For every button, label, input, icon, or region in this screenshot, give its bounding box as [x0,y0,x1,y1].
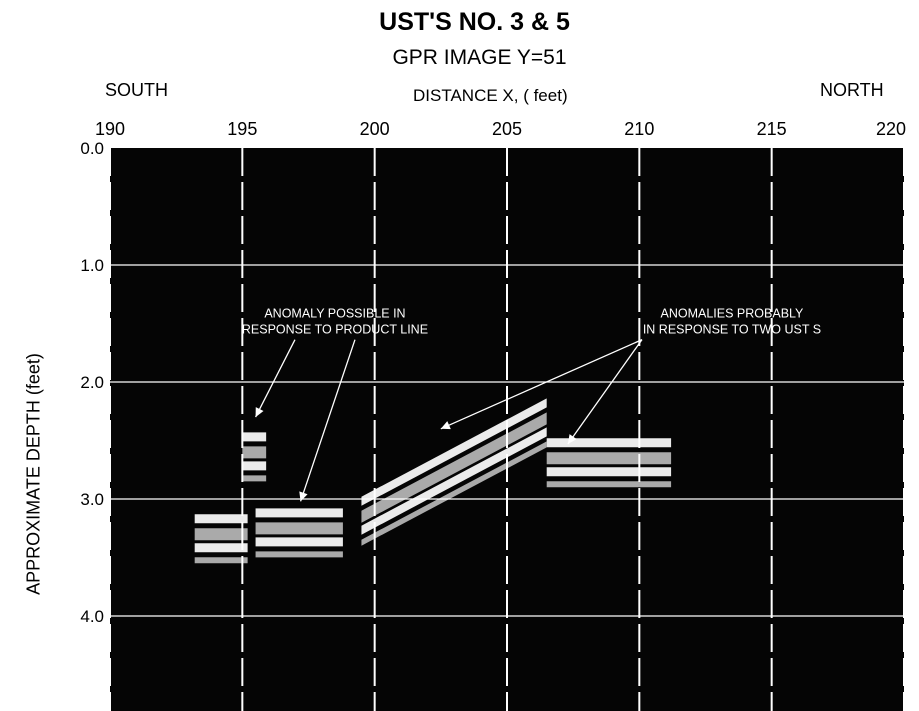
reflector-0-band-0 [194,514,248,524]
reflector-1-band-1 [255,522,343,535]
annotation-1-line-1: IN RESPONSE TO TWO UST S [643,323,821,337]
reflector-2-band-0 [361,398,547,506]
x-tick-label-210: 210 [624,119,654,139]
y-tick-label-1.0: 1.0 [80,256,104,275]
x-axis-label: DISTANCE X, ( feet) [413,86,568,105]
reflector-1-band-3 [255,551,343,558]
reflector-3-band-3 [546,481,672,488]
reflector-3-band-1 [546,452,672,465]
annotation-1-arrowhead-1 [440,421,451,430]
annotation-1-arrow-1 [440,339,643,430]
reflector-0-band-3 [194,557,248,564]
y-tick-label-0.0: 0.0 [80,139,104,158]
chart-subtitle: GPR IMAGE Y=51 [392,46,567,69]
annotation-0-arrow-1 [299,339,356,502]
annotation-1-line-0: ANOMALIES PROBABLY [661,307,805,321]
y-tick-label-3.0: 3.0 [80,490,104,509]
direction-label-south: SOUTH [105,80,168,100]
annotation-1-arrow-0 [567,339,643,445]
reflector-2-band-3 [361,441,547,546]
reflector-0-band-1 [194,528,248,541]
reflector-3-band-2 [546,467,672,477]
grid-layer [109,148,905,711]
chart-title: UST'S NO. 3 & 5 [379,8,570,36]
reflector-4-band-2 [242,461,267,471]
annotation-0-arrowhead-0 [255,407,264,418]
reflector-2-band-1 [361,412,547,523]
annotation-1-arrowhead-0 [567,434,577,445]
annotation-0-line-0: ANOMALY POSSIBLE IN [264,307,405,321]
tick-layer: 190 195 200 205 210 215 220 0.0 1.0 2.0 3.0 4.0 [80,119,906,626]
x-tick-label-220: 220 [876,119,906,139]
annotation-0-arrowhead-1 [299,491,308,502]
annotation-layer: ANOMALY POSSIBLE IN RESPONSE TO PRODUCT L… [242,307,821,502]
annotation-0-line-1: RESPONSE TO PRODUCT LINE [242,323,428,337]
x-tick-label-190: 190 [95,119,125,139]
reflector-2-band-2 [361,427,547,535]
x-tick-label-200: 200 [360,119,390,139]
reflector-3-band-0 [546,438,672,448]
reflector-4-band-1 [242,446,267,459]
reflector-4-band-0 [242,432,267,442]
reflector-1-band-2 [255,537,343,547]
y-tick-label-2.0: 2.0 [80,373,104,392]
reflector-4-band-3 [242,475,267,482]
reflector-0-band-2 [194,543,248,553]
reflector-layer [194,398,672,564]
reflector-1-band-0 [255,508,343,518]
annotation-0-arrow-0 [254,339,296,418]
x-tick-label-215: 215 [757,119,787,139]
x-tick-label-195: 195 [227,119,257,139]
x-tick-label-205: 205 [492,119,522,139]
direction-label-north: NORTH [820,80,884,100]
y-tick-label-4.0: 4.0 [80,607,104,626]
